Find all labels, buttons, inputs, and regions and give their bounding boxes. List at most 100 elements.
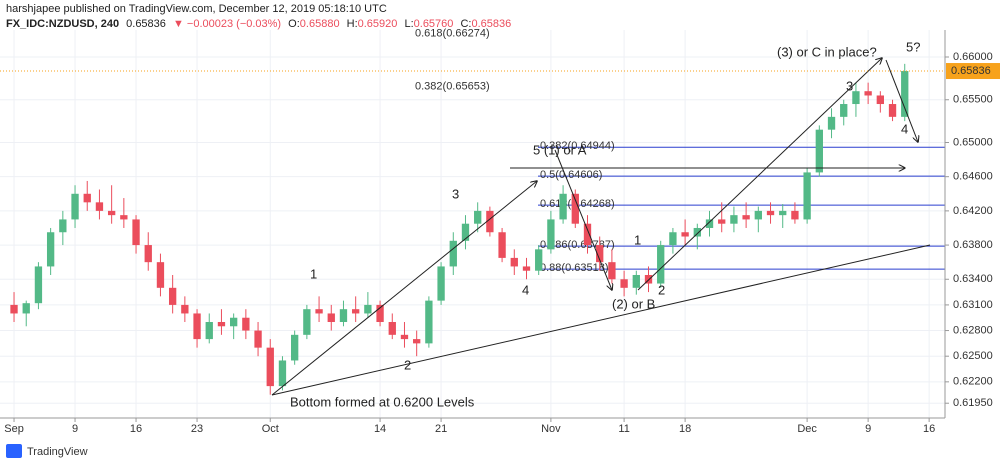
fib-levels: 0.382(0.64944)0.5(0.64606)0.618(0.64268)… [415,27,945,274]
y-tick-label: 0.62500 [953,350,993,362]
candle-body [583,223,592,246]
candle-body [547,219,555,250]
x-tick-label: 16 [130,423,142,435]
candle-body [437,266,445,301]
fib-label: 0.382(0.64944) [540,140,615,152]
candle-body [132,219,140,246]
h-label: H: [347,18,358,30]
candle-body [95,202,104,211]
candle-body [803,172,811,220]
symbol-line: FX_IDC:NZDUSD, 240 0.65836 ▼ −0.00023 (−… [6,18,511,30]
drawings [271,58,931,396]
wave-annotation: 2 [404,357,411,372]
y-tick-label: 0.63400 [953,273,993,285]
candle-body [669,232,677,246]
y-tick-label: 0.65000 [953,136,993,148]
c-value: 0.65836 [471,18,511,30]
brand-logo [6,444,22,458]
candle-body [217,322,226,327]
published-line: harshjapee published on TradingView.com,… [6,3,387,15]
wave-annotation: (3) or C in place? [777,44,877,59]
candle-body [632,274,640,288]
candle-body [486,210,494,233]
fib-label: 0.5(0.64606) [540,169,602,181]
candle-body [364,304,372,314]
wave-annotation: 3 [452,186,459,201]
candle-body [83,193,91,203]
candle-body [510,257,518,267]
candle-body [608,262,616,280]
wave-annotation: 3 [846,78,853,93]
candle-body [693,227,701,237]
candle-body [291,334,299,361]
candle-body [22,303,30,314]
last-price-label: 0.65836 [951,65,991,77]
x-tick-label: 16 [923,423,935,435]
candle-body [730,215,738,224]
candle-body [864,91,872,96]
wave-annotation: 5 (1) or A [533,142,587,157]
candle-body [205,322,213,340]
candle-body [474,210,482,224]
wave-annotation: 4 [522,282,529,297]
candle-body [498,232,506,258]
fib-label: 0.786(0.63787) [540,239,615,251]
candle-body [327,313,335,323]
wave-annotation: 2 [658,282,665,297]
wave-annotation: Bottom formed at 0.6200 Levels [290,394,475,409]
candle-body [181,304,189,314]
wave-arrow [637,58,882,291]
fib-note: 0.382(0.65653) [415,81,490,93]
candle-body [888,104,897,117]
h-value: 0.65920 [358,18,398,30]
y-tick-label: 0.62200 [953,376,993,388]
candle-body [168,287,177,305]
candle-body [266,347,274,387]
candle-body [59,219,67,233]
candle-body [815,129,823,173]
wave-annotation: 1 [634,232,641,247]
wave-annotation: 5? [906,39,920,54]
y-tick-label: 0.62800 [953,324,993,336]
wave-arrow [885,59,918,142]
wave-annotation: 4 [901,121,908,136]
wave-annotation: (2) or B [612,296,655,311]
candle-body [254,330,262,348]
candle-body [681,232,689,237]
brand: TradingView [27,446,88,458]
candle-body [596,245,604,263]
candle-body [754,210,762,220]
y-tick-label: 0.64600 [953,171,993,183]
candle-body [620,279,628,288]
last: 0.65836 [126,18,166,30]
x-tick-label: Dec [797,423,817,435]
candle-body [876,95,884,105]
o-label: O: [288,18,300,30]
x-tick-label: Oct [262,423,279,435]
x-tick-label: 21 [435,423,447,435]
candle-body [10,304,18,314]
y-tick-label: 0.63800 [953,239,993,251]
x-tick-label: Nov [541,423,561,435]
c-label: C: [460,18,471,30]
y-tick-label: 0.64200 [953,205,993,217]
x-tick-label: 14 [374,423,386,435]
x-tick-label: 23 [191,423,203,435]
candle-body [449,240,457,267]
candle-body [425,300,433,344]
fib-label: 0.88(0.63518) [540,262,609,274]
candle-body [535,249,543,271]
candle-body [376,304,384,323]
trend-arrow [271,181,537,396]
candle-body [315,309,323,314]
o-value: 0.65880 [300,18,340,30]
candle-body [852,91,860,105]
trend-line [271,244,931,396]
candle-body [34,266,43,304]
y-tick-label: 0.61950 [953,397,993,409]
candle-body [522,266,531,271]
x-tick-label: 9 [865,423,871,435]
wave-annotation: 1 [310,266,317,281]
candle-body [718,219,726,224]
l-label: L: [404,18,413,30]
